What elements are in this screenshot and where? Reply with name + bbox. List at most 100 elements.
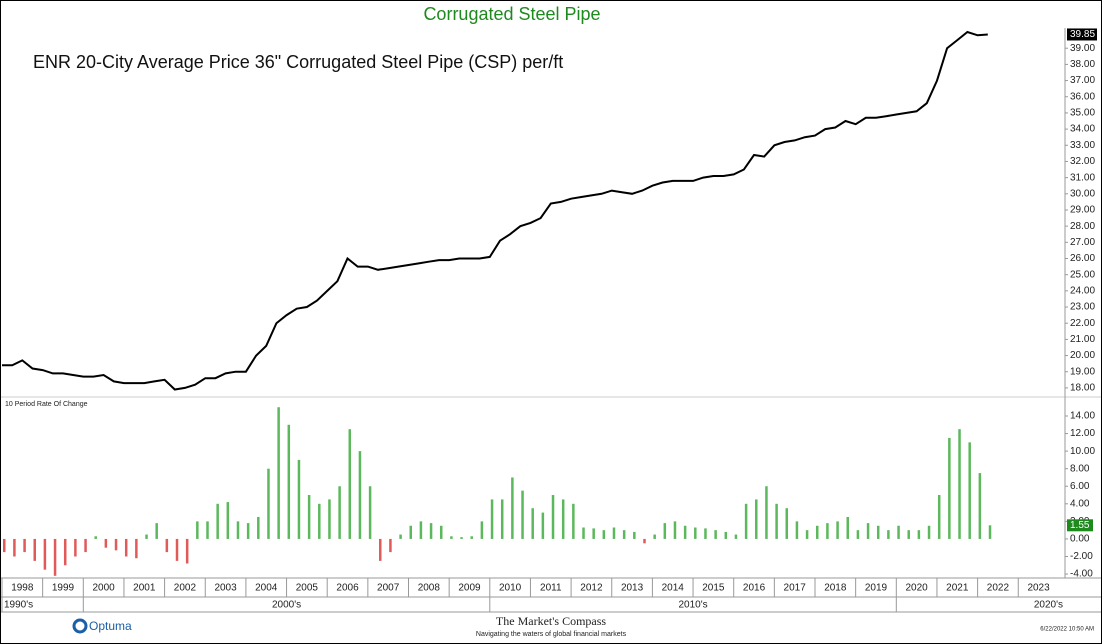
roc-bar	[3, 538, 6, 553]
roc-bar	[704, 528, 707, 539]
roc-bar	[236, 521, 240, 539]
roc-bar	[267, 468, 270, 539]
roc-bar	[104, 538, 108, 548]
roc-bar	[185, 538, 189, 564]
roc-bar	[175, 538, 179, 561]
roc-bar	[765, 486, 768, 539]
x-tick-label: 2021	[946, 583, 969, 594]
x-tick-label: 2001	[133, 583, 156, 594]
roc-bar	[165, 538, 169, 553]
roc-bar	[856, 530, 860, 539]
roc-bar	[13, 538, 16, 557]
last-value-label: 1.55	[1070, 520, 1090, 531]
roc-bar	[53, 538, 57, 576]
roc-bar	[348, 429, 352, 539]
y-tick-label: 22.00	[1070, 318, 1095, 329]
decade-label: 2010's	[678, 600, 707, 611]
roc-bar	[887, 530, 890, 539]
chart-subtitle: ENR 20-City Average Price 36" Corrugated…	[33, 52, 563, 72]
y-tick-label: 14.00	[1070, 411, 1095, 422]
x-tick-label: 2011	[540, 583, 562, 594]
y-tick-label: 10.00	[1070, 446, 1095, 457]
x-tick-label: 2002	[174, 583, 197, 594]
y-tick-label: 29.00	[1070, 205, 1095, 216]
y-tick-label: 8.00	[1070, 463, 1090, 474]
roc-bar	[897, 525, 900, 539]
roc-bar	[470, 536, 473, 539]
roc-bar	[389, 538, 392, 553]
x-tick-label: 2013	[621, 583, 644, 594]
x-tick-label: 2016	[743, 583, 766, 594]
y-tick-label: 23.00	[1070, 302, 1095, 313]
y-tick-label: 12.00	[1070, 428, 1095, 439]
roc-bar	[795, 521, 799, 539]
brand: The Market's Compass	[496, 614, 606, 628]
y-tick-label: 35.00	[1070, 108, 1095, 119]
roc-bar	[633, 531, 636, 539]
roc-bar	[43, 538, 47, 570]
panel-title: 10 Period Rate Of Change	[5, 401, 88, 408]
y-tick-label: 4.00	[1070, 498, 1090, 509]
roc-bar	[216, 503, 219, 539]
roc-bar	[74, 538, 77, 557]
roc-bar	[551, 495, 555, 539]
roc-bar	[480, 521, 484, 539]
roc-bar	[805, 530, 809, 539]
y-tick-label: -2.00	[1070, 551, 1093, 562]
y-tick-label: 27.00	[1070, 237, 1095, 248]
roc-bar	[511, 477, 514, 539]
roc-bar	[876, 525, 880, 539]
roc-bar	[460, 537, 463, 539]
roc-bar	[409, 525, 413, 539]
roc-bar	[541, 512, 545, 539]
last-value-box	[1067, 28, 1097, 41]
x-tick-label: 2006	[336, 583, 359, 594]
roc-bar	[328, 499, 331, 539]
y-tick-label: 6.00	[1070, 481, 1090, 492]
roc-bar	[277, 407, 280, 539]
roc-bar	[318, 503, 321, 539]
x-tick-label: 2022	[987, 583, 1010, 594]
y-tick-label: 0.00	[1070, 534, 1090, 545]
roc-bar	[33, 538, 36, 561]
roc-bar	[94, 536, 97, 539]
roc-bar	[714, 530, 717, 539]
x-tick-label: 2014	[662, 583, 685, 594]
x-tick-label: 2009	[458, 583, 481, 594]
roc-bar	[307, 495, 311, 539]
roc-bar	[287, 424, 291, 539]
roc-bar	[572, 503, 575, 539]
roc-bar	[521, 490, 524, 539]
y-tick-label: 19.00	[1070, 366, 1095, 377]
x-tick-label: 2023	[1027, 583, 1050, 594]
roc-bar	[226, 502, 230, 539]
last-value-box	[1067, 519, 1093, 532]
y-tick-label: 34.00	[1070, 124, 1095, 135]
roc-bar	[358, 451, 362, 539]
timestamp: 6/22/2022 10:50 AM	[1040, 627, 1094, 633]
roc-bar	[907, 530, 910, 539]
roc-bar	[734, 534, 738, 539]
roc-bar	[135, 538, 138, 559]
y-tick-label: 20.00	[1070, 350, 1095, 361]
y-tick-label: -4.00	[1070, 569, 1093, 580]
roc-bar	[419, 521, 423, 539]
roc-bar	[978, 473, 982, 539]
x-tick-label: 2017	[784, 583, 807, 594]
roc-bar	[561, 499, 565, 539]
x-tick-label: 1999	[52, 583, 75, 594]
roc-bar	[114, 538, 118, 551]
logo-icon	[72, 618, 88, 634]
x-tick-label: 2003	[214, 583, 237, 594]
y-tick-label: 39.00	[1070, 43, 1095, 54]
x-tick-label: 2020	[906, 583, 929, 594]
roc-bar	[724, 531, 728, 539]
x-tick-label: 2005	[296, 583, 319, 594]
roc-bar	[866, 523, 870, 539]
roc-bar	[368, 486, 372, 539]
roc-bar	[937, 495, 941, 539]
y-tick-label: 18.00	[1070, 383, 1095, 394]
y-tick-label: 38.00	[1070, 59, 1095, 70]
x-tick-label: 2015	[702, 583, 725, 594]
